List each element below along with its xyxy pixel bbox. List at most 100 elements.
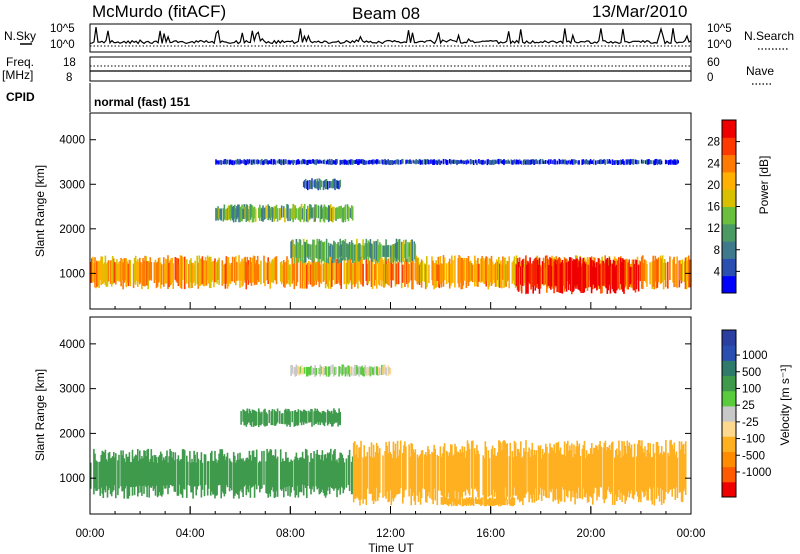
power-cell <box>475 159 477 164</box>
velocity-cell <box>322 410 325 425</box>
power-cell <box>267 160 269 165</box>
power-cell <box>180 255 183 289</box>
velocity-cell <box>563 441 566 503</box>
power-cell <box>514 160 517 165</box>
velocity-cell <box>379 448 381 493</box>
velocity-cell <box>583 440 586 497</box>
velocity-cell <box>93 448 95 495</box>
power-cell <box>350 159 353 165</box>
velocity-colorbar-segment <box>722 421 736 437</box>
velocity-cell <box>220 449 222 499</box>
power-cell <box>259 204 261 221</box>
power-cell <box>154 259 157 280</box>
power-cell <box>319 240 322 259</box>
velocity-cell <box>446 498 449 506</box>
power-cell <box>194 260 196 286</box>
velocity-cell <box>326 452 329 491</box>
power-cell <box>482 257 484 283</box>
power-cell <box>471 160 474 164</box>
velocity-cell <box>458 499 460 505</box>
power-cell <box>477 257 479 287</box>
power-cell <box>512 260 515 281</box>
power-cell <box>444 159 447 164</box>
power-cell <box>316 159 318 164</box>
power-cell <box>391 244 394 263</box>
power-cell <box>236 159 238 165</box>
power-cell <box>421 261 424 282</box>
velocity-colorbar-segment <box>722 466 736 483</box>
power-cell <box>627 262 629 290</box>
power-cell <box>365 160 368 165</box>
power-cell <box>459 160 461 164</box>
power-cell <box>389 257 392 280</box>
velocity-cell <box>348 366 351 377</box>
velocity-cell <box>570 450 572 502</box>
velocity-cell <box>107 452 110 491</box>
velocity-cell <box>651 457 654 505</box>
velocity-colorbar-segment <box>722 375 736 392</box>
velocity-cell <box>551 447 553 489</box>
power-cell <box>117 264 119 281</box>
power-cell <box>369 239 372 259</box>
power-cell <box>123 258 125 283</box>
velocity-cell <box>182 449 185 489</box>
velocity-cell <box>291 411 293 423</box>
power-cell <box>231 206 234 221</box>
power-cell <box>374 257 377 280</box>
power-cell <box>604 261 606 284</box>
power-cell <box>311 159 313 164</box>
power-cell <box>634 159 637 164</box>
power-cell <box>438 264 441 289</box>
power-cell <box>352 160 355 164</box>
velocity-cell <box>371 367 374 375</box>
velocity-cell <box>320 455 323 492</box>
velocity-cell <box>120 450 122 487</box>
power-cell <box>302 206 305 223</box>
power-cell <box>420 160 423 165</box>
power-cell <box>565 262 568 292</box>
power-cell <box>623 160 625 166</box>
power-cell <box>284 160 286 164</box>
power-cell <box>313 239 315 261</box>
velocity-colorbar-tick-label: -500 <box>742 450 765 462</box>
velocity-xtick-label: 00:00 <box>677 528 706 540</box>
velocity-cell <box>234 455 236 496</box>
velocity-cell <box>285 451 287 492</box>
power-cell <box>245 160 248 166</box>
velocity-cell <box>640 445 642 503</box>
power-cell <box>620 257 622 285</box>
power-cell <box>566 160 569 165</box>
power-cell <box>264 261 266 287</box>
power-cell <box>370 160 373 164</box>
velocity-cell <box>113 452 115 491</box>
velocity-cell <box>291 365 293 374</box>
power-cell <box>404 243 406 259</box>
power-cell <box>400 260 403 289</box>
velocity-cell <box>149 459 152 488</box>
velocity-cell <box>489 497 492 507</box>
power-cell <box>207 257 210 284</box>
power-cell <box>273 257 276 280</box>
velocity-cell <box>658 454 661 502</box>
power-cell <box>325 260 328 285</box>
power-cell <box>550 159 552 164</box>
velocity-cell <box>341 364 344 376</box>
power-cell <box>677 160 679 164</box>
velocity-cell <box>561 454 564 488</box>
power-cell <box>653 260 655 290</box>
velocity-cell <box>366 366 369 376</box>
power-cell <box>269 208 272 221</box>
power-cell <box>357 160 359 166</box>
velocity-cell <box>373 456 376 500</box>
power-cell <box>246 204 249 221</box>
velocity-cell <box>318 367 321 374</box>
velocity-cell <box>502 498 504 506</box>
power-cell <box>502 160 504 165</box>
power-cell <box>189 260 191 289</box>
power-cell <box>654 255 657 282</box>
power-cell <box>250 204 253 218</box>
velocity-cell <box>508 456 511 502</box>
power-cell <box>256 255 259 281</box>
velocity-cell <box>324 412 327 423</box>
power-cell <box>361 245 363 258</box>
